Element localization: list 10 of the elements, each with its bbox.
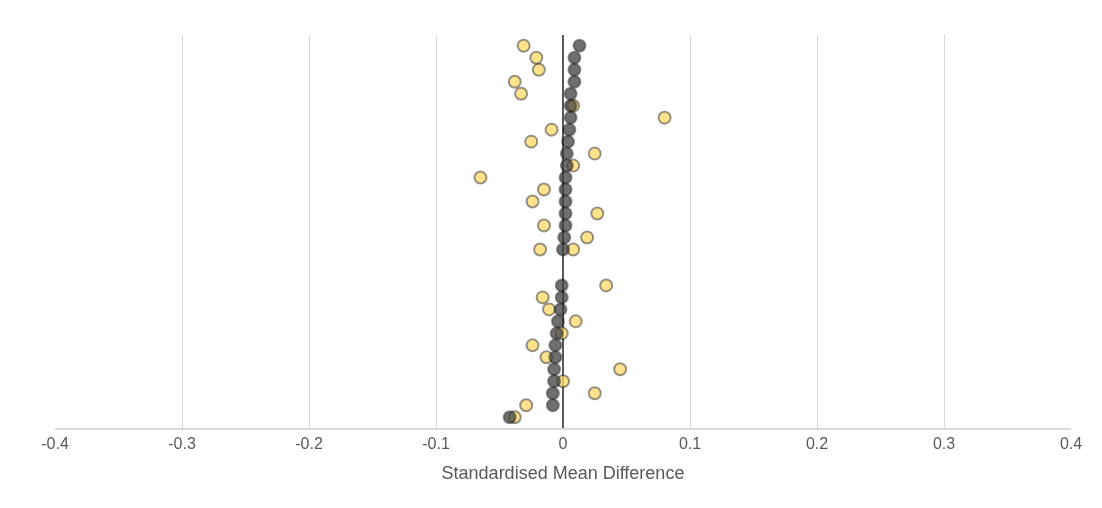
x-tick-label: 0.1 [678, 435, 702, 453]
x-tick-label: 0.2 [805, 435, 829, 453]
x-tick-label: 0.4 [1059, 435, 1083, 453]
x-tick-label: -0.3 [168, 435, 196, 453]
x-axis-title: Standardised Mean Difference [441, 462, 685, 483]
x-tick-label: 0 [558, 435, 568, 453]
x-tick-label: -0.2 [295, 435, 323, 453]
x-tick-label: -0.1 [422, 435, 450, 453]
x-tick-label: 0.3 [932, 435, 956, 453]
x-tick-label: -0.4 [41, 435, 69, 453]
